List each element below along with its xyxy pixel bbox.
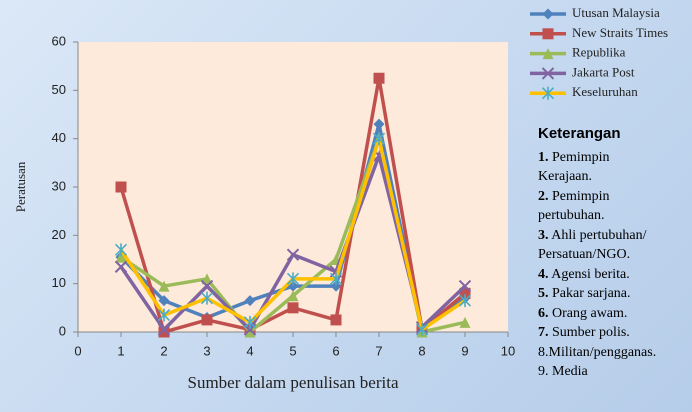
marker bbox=[330, 280, 342, 292]
y-tick-label: 0 bbox=[59, 323, 66, 338]
marker bbox=[115, 181, 127, 193]
note-number: 7. bbox=[538, 325, 549, 340]
marker bbox=[114, 260, 128, 273]
x-tick-label: 10 bbox=[501, 343, 515, 358]
note-number: 4. bbox=[538, 266, 549, 282]
note-item: 2. Pemimpin pertubuhan. bbox=[538, 187, 690, 226]
y-tick-label: 60 bbox=[52, 33, 66, 48]
marker bbox=[372, 132, 386, 146]
marker bbox=[115, 251, 127, 263]
y-tick-label: 50 bbox=[52, 82, 66, 97]
marker bbox=[201, 273, 213, 285]
legend-label: Utusan Malaysia bbox=[572, 5, 660, 20]
note-text: Sumber polis. bbox=[552, 325, 630, 340]
marker bbox=[373, 72, 385, 84]
marker bbox=[286, 272, 300, 286]
note-text: Ahli pertubuhan/ Persatuan/NGO. bbox=[538, 227, 647, 263]
note-item: 9. Media bbox=[538, 362, 690, 382]
marker bbox=[330, 314, 342, 326]
note-item: 1. Pemimpin Kerajaan. bbox=[538, 148, 690, 187]
marker bbox=[541, 86, 555, 100]
marker bbox=[201, 314, 213, 326]
x-tick-label: 1 bbox=[117, 343, 124, 358]
marker bbox=[542, 8, 554, 20]
marker bbox=[287, 302, 299, 314]
marker bbox=[373, 118, 385, 130]
note-number: 5. bbox=[538, 286, 549, 301]
x-tick-label: 3 bbox=[203, 343, 210, 358]
marker bbox=[459, 316, 471, 328]
marker bbox=[541, 67, 555, 80]
note-text: Pemimpin Kerajaan. bbox=[538, 149, 610, 185]
note-number: 1. bbox=[538, 149, 549, 165]
marker bbox=[459, 287, 471, 299]
x-tick-label: 6 bbox=[332, 343, 339, 358]
marker bbox=[200, 291, 214, 305]
legend-label: Keseluruhan bbox=[572, 84, 638, 99]
note-item: 6. Orang awam. bbox=[538, 304, 690, 324]
y-tick-label: 20 bbox=[52, 227, 66, 242]
legend-label: New Straits Times bbox=[572, 25, 668, 40]
notes: Keterangan 1. Pemimpin Kerajaan. 2. Pemim… bbox=[538, 124, 690, 382]
y-tick-label: 10 bbox=[52, 275, 66, 290]
marker bbox=[286, 248, 300, 261]
note-text: 8.Militan/pengganas. bbox=[538, 344, 657, 360]
note-text: Pemimpin pertubuhan. bbox=[538, 188, 610, 224]
note-number: 6. bbox=[538, 305, 549, 321]
note-item: 4. Agensi berita. bbox=[538, 265, 690, 285]
marker bbox=[287, 290, 299, 302]
marker bbox=[542, 48, 554, 60]
x-tick-label: 7 bbox=[375, 343, 382, 358]
note-text: Orang awam. bbox=[552, 305, 628, 321]
marker bbox=[458, 279, 472, 293]
marker bbox=[114, 243, 128, 257]
x-tick-label: 8 bbox=[418, 343, 425, 358]
note-number: 3. bbox=[538, 227, 549, 243]
x-tick-label: 4 bbox=[246, 343, 253, 358]
note-text: Pakar sarjana. bbox=[552, 286, 631, 301]
marker bbox=[542, 28, 554, 40]
x-tick-label: 5 bbox=[289, 343, 296, 358]
y-tick-label: 40 bbox=[52, 130, 66, 145]
legend-label: Jakarta Post bbox=[572, 64, 635, 79]
marker bbox=[158, 295, 170, 307]
marker bbox=[158, 280, 170, 292]
marker bbox=[243, 315, 257, 329]
note-number: 2. bbox=[538, 188, 549, 204]
note-item: 5. Pakar sarjana. bbox=[538, 284, 690, 304]
x-tick-label: 2 bbox=[160, 343, 167, 358]
marker bbox=[329, 272, 343, 286]
note-item: 3. Ahli pertubuhan/ Persatuan/NGO. bbox=[538, 226, 690, 265]
marker bbox=[415, 323, 429, 337]
marker bbox=[157, 323, 171, 336]
note-text: Agensi berita. bbox=[551, 266, 630, 282]
note-item: 7. Sumber polis. bbox=[538, 323, 690, 343]
legend-label: Republika bbox=[572, 45, 626, 60]
marker bbox=[200, 279, 214, 293]
note-text: 9. Media bbox=[538, 364, 588, 379]
x-tick-label: 9 bbox=[461, 343, 468, 358]
x-tick-label: 0 bbox=[74, 343, 81, 358]
y-axis-label: Peratusan bbox=[13, 161, 28, 212]
x-axis-label: Sumber dalam penulisan berita bbox=[187, 373, 398, 392]
marker bbox=[157, 308, 171, 322]
notes-title: Keterangan bbox=[538, 125, 621, 142]
note-item: 8.Militan/pengganas. bbox=[538, 343, 690, 363]
y-tick-label: 30 bbox=[52, 178, 66, 193]
marker bbox=[244, 295, 256, 307]
marker bbox=[458, 294, 472, 308]
